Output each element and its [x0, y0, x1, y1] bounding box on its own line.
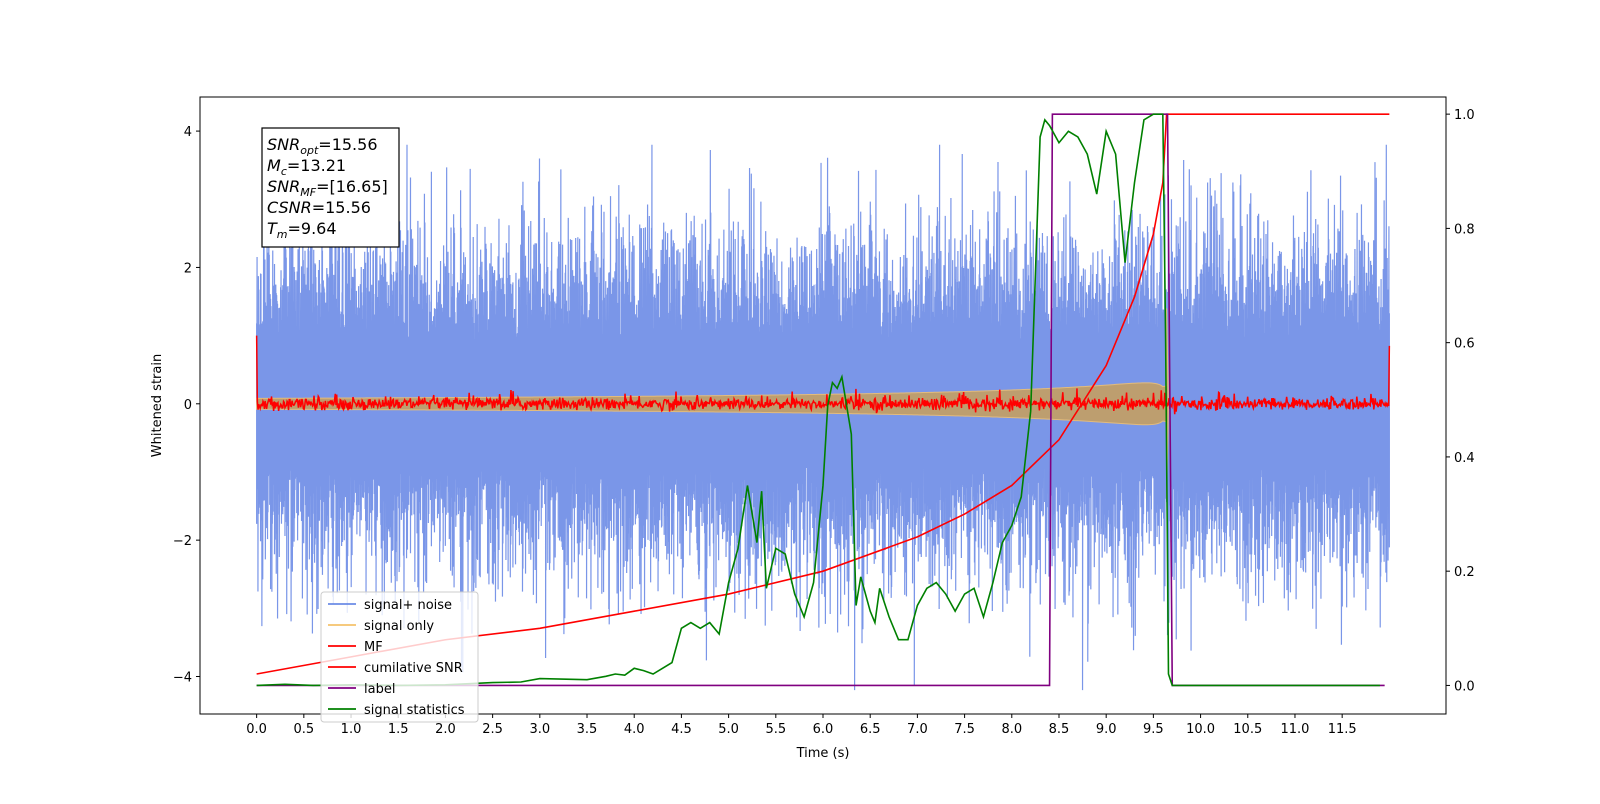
y-right-tick-label: 0.2: [1454, 565, 1475, 580]
info-box-subscript: MF: [300, 186, 316, 199]
x-tick-label: 0.0: [246, 722, 267, 737]
y-left-tick-label: 2: [184, 261, 192, 276]
legend-label: signal+ noise: [364, 598, 452, 613]
x-tick-label: 10.5: [1233, 722, 1262, 737]
x-tick-label: 10.0: [1186, 722, 1215, 737]
info-box-value: =[16.65]: [316, 177, 388, 196]
info-box-symbol: M: [267, 156, 281, 175]
x-tick-label: 8.5: [1049, 722, 1070, 737]
info-box-subscript: m: [277, 228, 288, 241]
legend-label: signal only: [364, 619, 434, 634]
y-right-tick-label: 1.0: [1454, 108, 1475, 123]
x-tick-label: 4.5: [671, 722, 692, 737]
legend-label: label: [364, 682, 395, 697]
y-right-tick-label: 0.6: [1454, 337, 1475, 352]
info-box: SNRopt=15.56Mc=13.21SNRMF=[16.65]CSNR=15…: [261, 127, 400, 248]
x-tick-label: 5.5: [765, 722, 786, 737]
plot-area: [255, 113, 1391, 691]
x-tick-label: 6.0: [813, 722, 834, 737]
x-tick-label: 6.5: [860, 722, 881, 737]
series-mf: [255, 335, 1391, 415]
x-axis-label: Time (s): [796, 746, 850, 761]
legend-label: cumilative SNR: [364, 661, 463, 676]
x-tick-label: 8.0: [1001, 722, 1022, 737]
x-tick-label: 9.5: [1143, 722, 1164, 737]
legend-frame: [320, 591, 479, 723]
x-tick-label: 0.5: [293, 722, 314, 737]
info-box-line: Mc=13.21: [267, 156, 346, 178]
info-box-value: =13.21: [287, 156, 346, 175]
x-tick-label: 2.0: [435, 722, 456, 737]
x-tick-label: 7.5: [954, 722, 975, 737]
y-right-tick-label: 0.0: [1454, 679, 1475, 694]
x-tick-label: 3.5: [577, 722, 598, 737]
x-tick-label: 9.0: [1096, 722, 1117, 737]
x-tick-label: 11.5: [1328, 722, 1357, 737]
y-left-tick-label: 0: [184, 398, 192, 413]
x-tick-label: 11.0: [1280, 722, 1309, 737]
series-signal-statistics: [256, 113, 1380, 687]
info-box-subscript: c: [281, 165, 287, 178]
info-box-value: =15.56: [318, 135, 377, 154]
info-box-symbol: T: [267, 219, 278, 238]
x-tick-label: 2.5: [482, 722, 503, 737]
x-tick-label: 3.0: [529, 722, 550, 737]
info-box-symbol: SNR: [267, 177, 300, 196]
info-box-symbol: SNR: [267, 135, 300, 154]
x-tick-label: 1.5: [388, 722, 409, 737]
legend-label: MF: [364, 640, 383, 655]
legend: signal+ noise signal only MF cumilative SNR…: [320, 591, 479, 723]
y-axis-label: Whitened strain: [150, 354, 165, 457]
y-left-tick-label: −2: [173, 534, 192, 549]
info-box-frame: [261, 127, 400, 248]
info-box-subscript: opt: [300, 144, 319, 157]
y-right-tick-label: 0.4: [1454, 451, 1475, 466]
legend-label: signal statistics: [364, 703, 465, 718]
y-right-tick-label: 0.8: [1454, 222, 1475, 237]
info-box-value: =9.64: [288, 219, 337, 238]
info-box-line: SNRopt=15.56: [267, 135, 378, 157]
y-left-tick-label: −4: [173, 671, 192, 686]
x-tick-label: 4.0: [624, 722, 645, 737]
info-box-value: =15.56: [312, 198, 371, 217]
x-tick-label: 5.0: [718, 722, 739, 737]
info-box-line: SNRMF=[16.65]: [267, 177, 388, 199]
info-box-line: Tm=9.64: [267, 219, 337, 241]
x-tick-label: 1.0: [341, 722, 362, 737]
y-left-tick-label: 4: [184, 125, 192, 140]
info-box-symbol: CSNR: [267, 198, 312, 217]
info-box-line: CSNR=15.56: [267, 198, 371, 217]
x-tick-label: 7.0: [907, 722, 928, 737]
axes: 0.0 0.5 1.0 1.5 2.0 2.5 3.0 3.5 4.0 4.5 5.0 5.5 6.0 6…: [150, 96, 1475, 761]
